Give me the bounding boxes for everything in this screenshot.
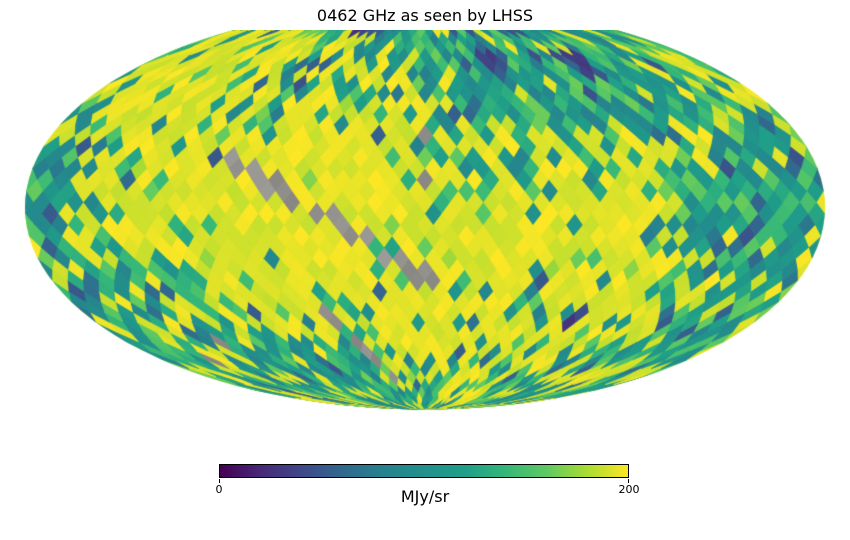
colorbar-gradient — [219, 464, 629, 478]
colorbar-label: MJy/sr — [400, 487, 450, 506]
colorbar-tick-min: 0 — [215, 483, 223, 496]
sky-map-canvas — [0, 30, 850, 460]
chart-title: 0462 GHz as seen by LHSS — [316, 6, 534, 25]
colorbar-tick-mark-min — [219, 479, 220, 483]
colorbar-tick-mark-max — [628, 479, 629, 483]
colorbar-tick-max: 200 — [618, 483, 640, 496]
